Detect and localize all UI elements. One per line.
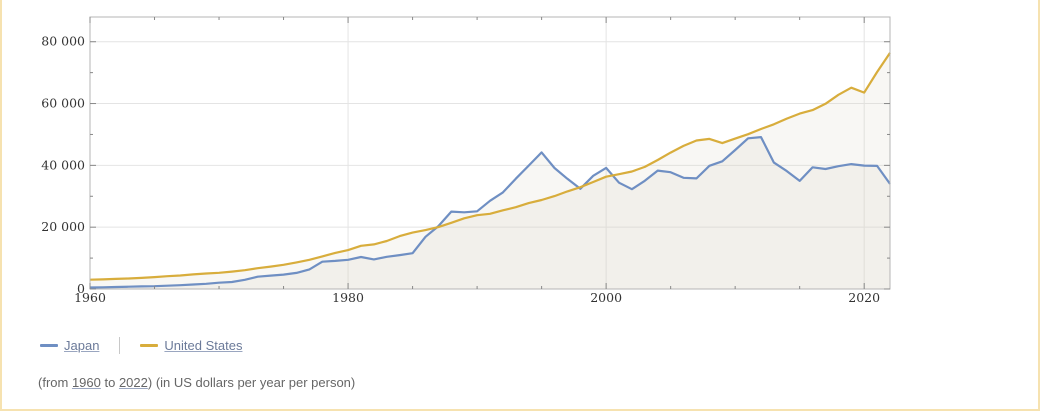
x-tick-label: 1960	[74, 290, 106, 305]
legend-separator	[119, 337, 121, 354]
legend-label-united-states[interactable]: United States	[164, 338, 243, 353]
x-tick-label: 1980	[332, 290, 364, 305]
series-line-japan[interactable]	[89, 136, 891, 289]
legend-item-japan[interactable]: Japan	[40, 338, 99, 353]
y-tick-label: 20 000	[41, 219, 85, 234]
date-range-note: (from 1960 to 2022) (in US dollars per y…	[38, 375, 355, 390]
area-fills	[90, 52, 890, 290]
y-tick-label: 40 000	[41, 157, 85, 172]
y-tick-label: 60 000	[41, 96, 85, 111]
legend: Japan United States	[40, 337, 242, 354]
legend-swatch-united-states	[140, 344, 159, 347]
x-tick-label: 2020	[848, 290, 880, 305]
x-tick-label: 2000	[590, 290, 622, 305]
to-year-link[interactable]: 2022	[118, 375, 148, 390]
y-tick-label: 80 000	[41, 34, 85, 49]
grid-lines	[90, 17, 890, 289]
y-tick-label: 0	[77, 281, 85, 296]
series-line-united-states[interactable]	[89, 52, 891, 281]
note-prefix: (from	[38, 375, 72, 390]
legend-item-united-states[interactable]: United States	[140, 338, 242, 353]
line-chart: 1960 1980 2000 2020 0 20 000 40 000 60 000 80 00…	[41, 16, 891, 305]
note-suffix: ) (in US dollars per year per person)	[147, 375, 356, 390]
legend-label-japan[interactable]: Japan	[64, 338, 100, 353]
area-united-states	[90, 52, 890, 290]
axis-ticks: 1960 1980 2000 2020 0 20 000 40 000 60 000 80 00…	[41, 17, 890, 305]
plot-frame	[89, 16, 891, 290]
series-lines	[89, 52, 891, 289]
legend-swatch-japan	[40, 344, 58, 347]
from-year-link[interactable]: 1960	[71, 375, 101, 390]
note-middle: to	[100, 375, 119, 390]
